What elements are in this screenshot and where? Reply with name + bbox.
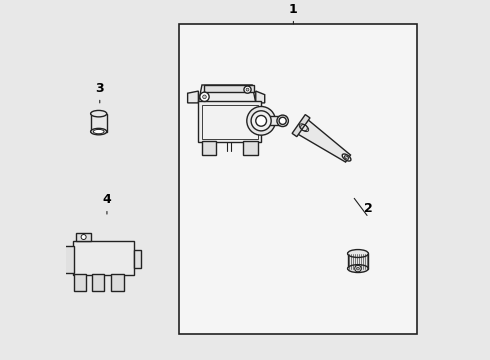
- Bar: [202, 105, 258, 139]
- Polygon shape: [296, 118, 350, 162]
- Polygon shape: [198, 85, 256, 103]
- Bar: [64, 246, 74, 273]
- Circle shape: [81, 234, 86, 239]
- Circle shape: [247, 107, 275, 135]
- Bar: [267, 116, 286, 126]
- Circle shape: [251, 111, 271, 131]
- Bar: [204, 85, 254, 92]
- Bar: [347, 253, 368, 269]
- Bar: [243, 140, 258, 155]
- Circle shape: [277, 115, 289, 127]
- Bar: [74, 274, 87, 291]
- Circle shape: [244, 86, 251, 93]
- Bar: [198, 101, 261, 142]
- Circle shape: [355, 265, 361, 272]
- Circle shape: [256, 116, 267, 126]
- Ellipse shape: [347, 249, 368, 257]
- Circle shape: [246, 88, 249, 91]
- Bar: [92, 274, 104, 291]
- Circle shape: [357, 267, 359, 270]
- Text: 4: 4: [102, 193, 111, 206]
- Bar: [73, 241, 134, 275]
- Ellipse shape: [93, 130, 104, 134]
- Ellipse shape: [342, 154, 351, 161]
- Circle shape: [279, 117, 286, 125]
- Bar: [76, 233, 91, 241]
- Ellipse shape: [344, 156, 349, 159]
- Text: 3: 3: [96, 82, 104, 95]
- Circle shape: [203, 95, 206, 99]
- Bar: [111, 274, 124, 291]
- Bar: [134, 250, 141, 268]
- Polygon shape: [91, 114, 107, 132]
- Text: 1: 1: [289, 3, 298, 16]
- Ellipse shape: [347, 265, 368, 273]
- Polygon shape: [292, 114, 310, 137]
- Text: 2: 2: [365, 202, 373, 215]
- Ellipse shape: [91, 129, 107, 135]
- Bar: [179, 24, 417, 334]
- Polygon shape: [256, 91, 265, 103]
- Polygon shape: [188, 91, 198, 103]
- Ellipse shape: [91, 111, 107, 117]
- Circle shape: [200, 92, 209, 102]
- Bar: [202, 140, 216, 155]
